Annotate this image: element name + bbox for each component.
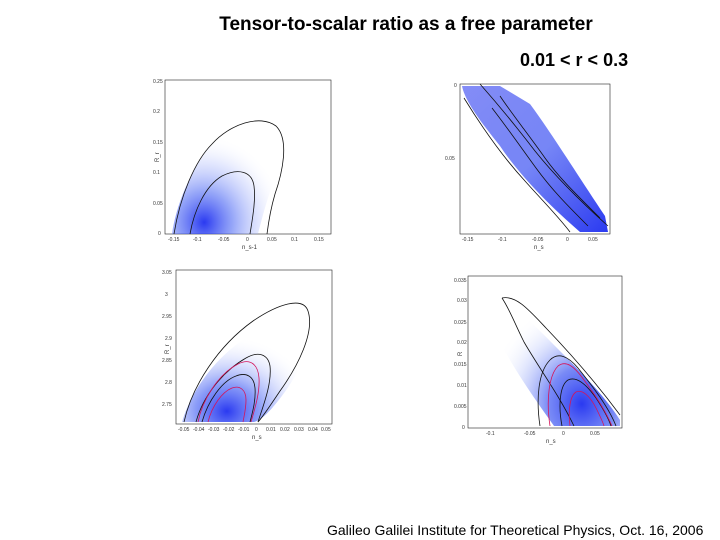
y-ticks: 3.05 3 2.95 2.9 2.85 2.8 2.75 bbox=[162, 270, 172, 408]
contour-inner bbox=[201, 374, 256, 423]
ytick: 0.25 bbox=[153, 79, 163, 85]
ytick: 0.15 bbox=[153, 140, 163, 146]
x-ticks: -0.1 -0.05 0 0.05 bbox=[486, 431, 600, 437]
y-axis-label: R_r bbox=[165, 344, 171, 354]
ytick: 3 bbox=[165, 292, 168, 298]
ytick: 3.05 bbox=[162, 270, 172, 276]
y-ticks: 0.035 0.03 0.025 0.02 0.015 0.01 0.005 0 bbox=[454, 278, 467, 431]
plot-top-left: 0.25 0.2 0.15 0.1 0.05 0 -0.15 -0.1 -0.0… bbox=[153, 79, 332, 251]
x-ticks: -0.15 -0.1 -0.05 0 0.05 bbox=[462, 237, 598, 243]
xtick: -0.02 bbox=[223, 427, 235, 433]
xtick: 0 bbox=[562, 431, 565, 437]
ytick: 0.025 bbox=[454, 320, 467, 326]
contour-highlight-outer bbox=[197, 361, 260, 423]
ytick: 0.01 bbox=[457, 383, 467, 389]
density-region bbox=[462, 86, 608, 232]
xtick: 0.05 bbox=[590, 431, 600, 437]
ytick: 0 bbox=[158, 231, 161, 237]
ytick: 0.035 bbox=[454, 278, 467, 284]
contour-inner-upper bbox=[499, 95, 601, 219]
xtick: -0.15 bbox=[462, 237, 474, 243]
xtick: 0.05 bbox=[321, 427, 331, 433]
xtick: -0.05 bbox=[218, 237, 230, 243]
ytick: 0.2 bbox=[153, 109, 160, 115]
ytick: 0.005 bbox=[454, 404, 467, 410]
contour-outer bbox=[183, 302, 310, 423]
y-ticks: 0 0.05 bbox=[445, 83, 457, 162]
density-region bbox=[182, 313, 310, 422]
slide-title: Tensor-to-scalar ratio as a free paramet… bbox=[219, 14, 593, 35]
contour-inner-2 bbox=[559, 378, 612, 427]
ytick: 2.95 bbox=[162, 314, 172, 320]
ytick: 0.05 bbox=[445, 156, 455, 162]
ytick: 0 bbox=[462, 425, 465, 431]
contour-inner bbox=[537, 355, 617, 427]
x-axis-label: n_s-1 bbox=[242, 245, 258, 251]
xtick: 0.1 bbox=[291, 237, 298, 243]
xtick: 0.03 bbox=[294, 427, 304, 433]
contour-inner-lower bbox=[491, 107, 589, 227]
plot-top-right: 0 0.05 -0.15 -0.1 -0.05 0 0.05 n_s bbox=[445, 83, 611, 251]
xtick: 0 bbox=[246, 237, 249, 243]
xtick: -0.1 bbox=[498, 237, 507, 243]
contour-highlight-inner bbox=[207, 386, 247, 423]
x-axis-label: n_s bbox=[252, 435, 262, 441]
contour-outer bbox=[501, 297, 575, 427]
ytick: 2.9 bbox=[165, 336, 172, 342]
contour-highlight-outer bbox=[547, 363, 613, 427]
x-axis-label: n_s bbox=[546, 439, 556, 445]
contour-outer bbox=[173, 120, 285, 235]
xtick: -0.05 bbox=[178, 427, 190, 433]
ytick: 0.05 bbox=[153, 201, 163, 207]
xtick: -0.04 bbox=[193, 427, 205, 433]
ytick: 2.75 bbox=[162, 402, 172, 408]
ytick: 0.02 bbox=[457, 340, 467, 346]
xtick: -0.05 bbox=[524, 431, 536, 437]
xtick: 0.05 bbox=[588, 237, 598, 243]
parameter-range: 0.01 < r < 0.3 bbox=[520, 50, 629, 70]
xtick: 0.15 bbox=[314, 237, 324, 243]
xtick: 0 bbox=[255, 427, 258, 433]
xtick: -0.1 bbox=[486, 431, 495, 437]
xtick: -0.03 bbox=[208, 427, 220, 433]
xtick: 0.05 bbox=[267, 237, 277, 243]
ytick: 0.015 bbox=[454, 362, 467, 368]
x-ticks: -0.05 -0.04 -0.03 -0.02 -0.01 0 0.01 0.0… bbox=[178, 427, 331, 433]
plot-bottom-right: 0.035 0.03 0.025 0.02 0.015 0.01 0.005 0… bbox=[454, 275, 623, 445]
density-region bbox=[483, 278, 620, 426]
contour-outer-right bbox=[501, 297, 621, 416]
y-axis-label: R_r bbox=[155, 152, 161, 162]
y-axis-label: R bbox=[458, 351, 464, 356]
xtick: 0.01 bbox=[266, 427, 276, 433]
xtick: -0.1 bbox=[193, 237, 202, 243]
contour-inner bbox=[189, 171, 255, 235]
xtick: -0.05 bbox=[532, 237, 544, 243]
ytick: 2.8 bbox=[165, 380, 172, 386]
x-axis-label: n_s bbox=[534, 245, 544, 251]
ytick: 0.03 bbox=[457, 298, 467, 304]
ytick: 0 bbox=[454, 83, 457, 89]
contour-outer-upper bbox=[479, 83, 609, 227]
x-ticks: -0.15 -0.1 -0.05 0 0.05 0.1 0.15 bbox=[168, 237, 324, 243]
contour-highlight-inner bbox=[568, 390, 605, 427]
xtick: 0.04 bbox=[308, 427, 318, 433]
ytick: 0.1 bbox=[153, 170, 160, 176]
contour-outer-lower bbox=[463, 97, 571, 233]
footer-credit: Galileo Galilei Institute for Theoretica… bbox=[327, 522, 704, 538]
xtick: 0.02 bbox=[280, 427, 290, 433]
plot-bottom-left: 3.05 3 2.95 2.9 2.85 2.8 2.75 -0.05 -0.0… bbox=[162, 269, 333, 441]
ytick: 2.85 bbox=[162, 358, 172, 364]
xtick: -0.15 bbox=[168, 237, 180, 243]
xtick: -0.01 bbox=[238, 427, 250, 433]
y-ticks: 0.25 0.2 0.15 0.1 0.05 0 bbox=[153, 79, 163, 237]
xtick: 0 bbox=[566, 237, 569, 243]
